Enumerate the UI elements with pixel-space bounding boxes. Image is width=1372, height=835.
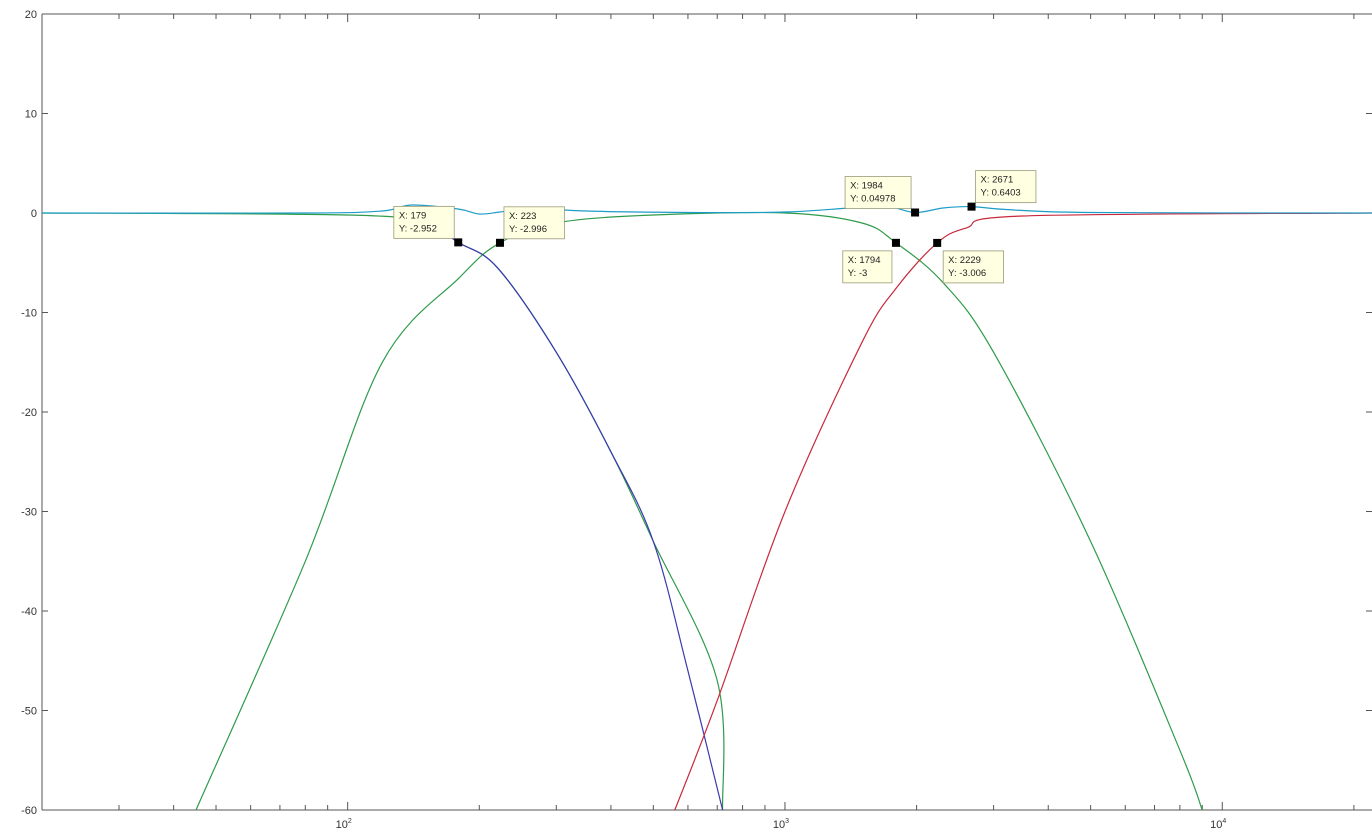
datatip-box (393, 205, 455, 239)
series-line-4 (674, 212, 1372, 811)
datatip-2[interactable]: X: 223 Y: -2.996 (495, 206, 565, 247)
datatip-y-label: Y: -2.996 (509, 224, 547, 235)
y-tick-label: 0 (31, 208, 37, 220)
datatip-y-label: Y: -3 (848, 268, 868, 279)
datatip-marker (891, 238, 900, 247)
datatip-x-label: X: 2229 (948, 255, 981, 266)
datatip-marker (495, 238, 504, 247)
datatip-x-label: X: 223 (509, 211, 536, 222)
datatip-y-label: Y: -3.006 (948, 268, 986, 279)
y-tick-label: -30 (21, 507, 37, 519)
datatip-x-label: X: 2671 (981, 175, 1014, 186)
x-tick-label: 103 (773, 818, 789, 831)
series-line-2 (195, 211, 1203, 811)
datatip-5[interactable]: X: 1984 Y: 0.04978 (844, 176, 920, 217)
x-tick-label: 104 (1210, 818, 1226, 831)
datatip-box (503, 206, 565, 240)
datatip-y-label: Y: 0.04978 (850, 194, 895, 205)
datatip-box (844, 176, 912, 209)
datatip-marker (967, 202, 976, 211)
y-tick-label: -20 (21, 407, 37, 419)
datatip-y-label: Y: -2.952 (399, 223, 437, 234)
datatip-4[interactable]: X: 2229 Y: -3.006 (933, 238, 1004, 284)
datatip-marker (911, 208, 920, 217)
datatip-box (842, 250, 893, 284)
datatip-marker (454, 238, 463, 247)
datatip-1[interactable]: X: 179 Y: -2.952 (393, 205, 463, 247)
y-tick-label: -50 (21, 706, 37, 718)
datatip-x-label: X: 179 (399, 210, 426, 221)
y-tick-label: -10 (21, 308, 37, 320)
x-tick-label: 102 (336, 818, 352, 831)
datatip-x-label: X: 1794 (848, 255, 881, 266)
datatip-3[interactable]: X: 1794 Y: -3 (842, 238, 900, 284)
y-tick-label: 10 (25, 109, 37, 121)
datatip-6[interactable]: X: 2671 Y: 0.6403 (967, 170, 1037, 211)
datatip-group[interactable]: X: 179 Y: -2.952 X: 223 Y: -2.996 X: 1794 Y: … (393, 170, 1037, 284)
datatip-marker (933, 238, 942, 247)
datatip-y-label: Y: 0.6403 (981, 188, 1021, 199)
series-line-3 (397, 212, 724, 811)
datatip-box (975, 170, 1037, 204)
y-tick-label: 20 (25, 9, 37, 21)
series-line-5 (41, 204, 1372, 215)
datatip-x-label: X: 1984 (850, 181, 883, 192)
y-tick-label: -60 (21, 805, 37, 817)
plot-axes: 20 10 0 -10 -20 -30 -40 -50 -60 102 103 104 (21, 9, 1372, 831)
datatip-box (942, 250, 1004, 284)
series-group (41, 204, 1372, 811)
y-tick-label: -40 (21, 606, 37, 618)
series-line-1 (41, 212, 725, 811)
